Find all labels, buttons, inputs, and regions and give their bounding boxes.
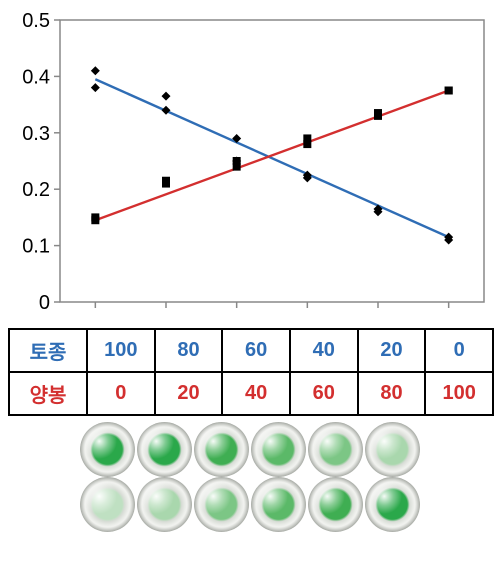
chart-container: 0 0.1 0.2 0.3 0.4 0.5 — [8, 8, 494, 318]
well — [137, 422, 192, 477]
well — [137, 477, 192, 532]
row2-c1: 20 — [155, 372, 223, 415]
well — [365, 477, 420, 532]
svg-text:0.3: 0.3 — [22, 123, 50, 145]
row1-c4: 20 — [358, 329, 426, 372]
well — [80, 477, 135, 532]
row2-c0: 0 — [87, 372, 155, 415]
table-row: 양봉 0 20 40 60 80 100 — [9, 372, 493, 415]
row2-label: 양봉 — [9, 372, 87, 415]
row1-c3: 40 — [290, 329, 358, 372]
well-row-top — [80, 422, 420, 477]
row2-c5: 100 — [425, 372, 493, 415]
row1-c1: 80 — [155, 329, 223, 372]
row1-c5: 0 — [425, 329, 493, 372]
well-plate-photo — [8, 422, 492, 532]
row1-label: 토종 — [9, 329, 87, 372]
well — [194, 422, 249, 477]
row2-c2: 40 — [222, 372, 290, 415]
svg-text:0: 0 — [39, 292, 50, 314]
svg-text:0.2: 0.2 — [22, 179, 50, 201]
well — [365, 422, 420, 477]
svg-text:0.4: 0.4 — [22, 66, 50, 88]
well-row-bottom — [80, 477, 420, 532]
row2-c4: 80 — [358, 372, 426, 415]
svg-text:0.5: 0.5 — [22, 10, 50, 32]
scatter-chart: 0 0.1 0.2 0.3 0.4 0.5 — [8, 8, 494, 318]
well — [80, 422, 135, 477]
row1-c2: 60 — [222, 329, 290, 372]
well — [251, 477, 306, 532]
well — [308, 477, 363, 532]
row1-c0: 100 — [87, 329, 155, 372]
table-row: 토종 100 80 60 40 20 0 — [9, 329, 493, 372]
mix-ratio-table: 토종 100 80 60 40 20 0 양봉 0 20 40 60 80 10… — [8, 328, 494, 416]
svg-text:0.1: 0.1 — [22, 236, 50, 258]
well — [251, 422, 306, 477]
well — [308, 422, 363, 477]
well — [194, 477, 249, 532]
row2-c3: 60 — [290, 372, 358, 415]
